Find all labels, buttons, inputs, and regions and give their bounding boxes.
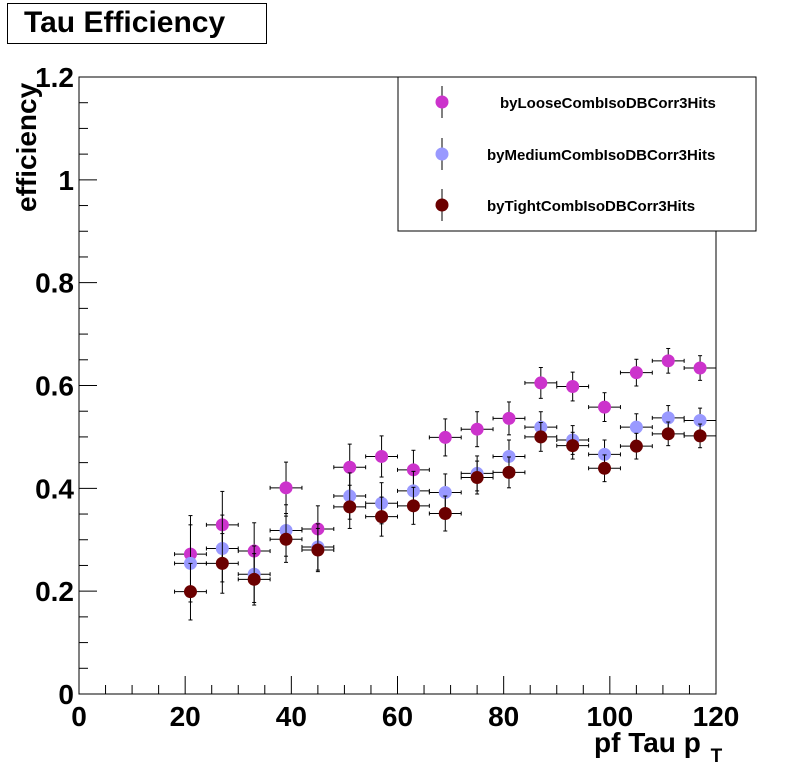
data-point xyxy=(375,510,389,524)
y-tick-label: 0.2 xyxy=(35,576,74,607)
data-point xyxy=(661,411,675,425)
data-point xyxy=(247,572,261,586)
data-point xyxy=(598,461,612,475)
data-point xyxy=(470,471,484,485)
y-tick-label: 0.4 xyxy=(35,473,74,504)
data-point xyxy=(375,449,389,463)
y-tick-label: 1.2 xyxy=(35,62,74,93)
data-point xyxy=(470,422,484,436)
legend: byLooseCombIsoDBCorr3Hits byMediumCombIso… xyxy=(397,76,757,232)
data-point xyxy=(343,500,357,514)
legend-marker xyxy=(435,95,449,109)
data-points xyxy=(174,347,717,621)
x-axis-label-main: pf Tau p xyxy=(594,727,701,758)
data-point xyxy=(629,420,643,434)
data-point xyxy=(502,449,516,463)
data-point xyxy=(279,481,293,495)
data-point xyxy=(406,499,420,513)
data-point xyxy=(438,507,452,521)
data-point xyxy=(598,447,612,461)
legend-marker xyxy=(435,147,449,161)
y-tick-label: 0.6 xyxy=(35,371,74,402)
data-point xyxy=(693,429,707,443)
x-tick-label: 60 xyxy=(382,701,413,732)
legend-label: byMediumCombIsoDBCorr3Hits xyxy=(487,147,715,164)
data-point xyxy=(311,543,325,557)
chart-title: Tau Efficiency xyxy=(24,6,226,39)
legend-frame xyxy=(397,76,757,232)
data-point xyxy=(693,413,707,427)
title-box: Tau Efficiency xyxy=(7,3,267,44)
data-point xyxy=(406,463,420,477)
data-point xyxy=(693,361,707,375)
data-point xyxy=(661,354,675,368)
y-tick-label: 1 xyxy=(58,165,74,196)
data-point xyxy=(566,439,580,453)
y-tick-label: 0.8 xyxy=(35,268,74,299)
x-tick-label: 40 xyxy=(276,701,307,732)
axes: 0 20 40 60 80 100 120 0 0.2 0.4 0.6 0.8 1 1.2 xyxy=(35,62,739,732)
series-3 xyxy=(174,421,717,621)
data-point xyxy=(183,585,197,599)
x-axis-label-subscript: T xyxy=(711,746,723,767)
data-point xyxy=(534,376,548,390)
x-tick-label: 20 xyxy=(170,701,201,732)
y-axis-label: efficiency xyxy=(11,82,42,212)
x-axis-label: pf Tau p T xyxy=(594,727,723,767)
x-tick-label: 80 xyxy=(488,701,519,732)
data-point xyxy=(502,411,516,425)
data-point xyxy=(438,430,452,444)
data-point xyxy=(629,366,643,380)
data-point xyxy=(438,485,452,499)
legend-label: byTightCombIsoDBCorr3Hits xyxy=(487,198,695,215)
data-point xyxy=(534,430,548,444)
x-tick-label: 100 xyxy=(586,701,633,732)
y-tick-label: 0 xyxy=(58,679,74,710)
x-tick-label: 0 xyxy=(71,701,87,732)
data-point xyxy=(661,427,675,441)
legend-label: byLooseCombIsoDBCorr3Hits xyxy=(500,95,716,112)
data-point xyxy=(215,556,229,570)
data-point xyxy=(629,439,643,453)
data-point xyxy=(279,532,293,546)
data-point xyxy=(598,400,612,414)
data-point xyxy=(566,380,580,394)
data-point xyxy=(502,465,516,479)
legend-marker xyxy=(435,198,449,212)
data-point xyxy=(343,460,357,474)
x-tick-label: 120 xyxy=(693,701,740,732)
